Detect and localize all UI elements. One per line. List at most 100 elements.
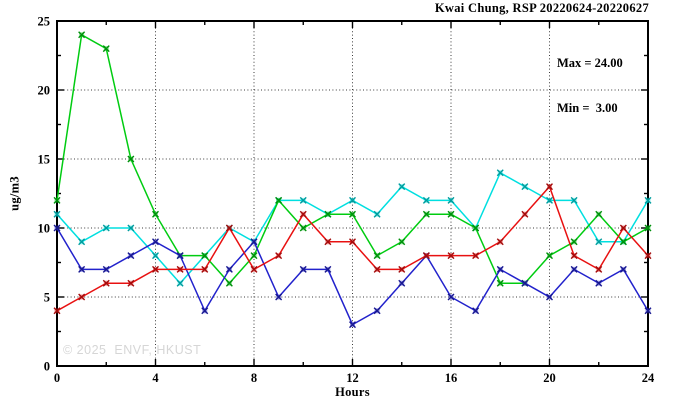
- red-line-marker-x: [250, 265, 258, 273]
- x-tick-label: 20: [543, 371, 556, 385]
- red-line-marker-x: [546, 183, 553, 191]
- green-line-marker-x: [152, 210, 159, 218]
- red-line-marker-x: [521, 210, 529, 218]
- y-tick-label: 15: [38, 153, 51, 167]
- x-tick-label: 12: [346, 371, 359, 385]
- green-line-marker-x: [53, 196, 61, 204]
- green-line-marker-x: [447, 210, 455, 218]
- red-line-marker-x: [201, 265, 209, 273]
- red-line-marker-x: [496, 238, 504, 246]
- red-line-marker-x: [225, 224, 233, 232]
- blue-line-marker-x: [152, 238, 159, 246]
- x-tick-label: 8: [251, 371, 257, 385]
- y-tick-label: 10: [38, 222, 51, 236]
- blue-line-marker-x: [570, 265, 578, 273]
- cyan-line-marker-x: [546, 196, 553, 204]
- red-line-marker-x: [422, 252, 430, 260]
- blue-line-marker-x: [127, 252, 135, 260]
- blue-line-marker-x: [299, 265, 307, 273]
- green-line-marker-x: [472, 224, 480, 232]
- red-line-marker-x: [595, 265, 603, 273]
- cyan-line-marker-x: [102, 224, 110, 232]
- green-line-marker-x: [496, 279, 504, 287]
- blue-line-marker-x: [398, 279, 406, 287]
- red-line-marker-x: [275, 252, 283, 260]
- green-line-marker-x: [373, 252, 381, 260]
- cyan-line-marker-x: [78, 238, 86, 246]
- red-line-marker-x: [398, 265, 406, 273]
- blue-line-marker-x: [644, 307, 652, 315]
- red-line-marker-x: [102, 279, 110, 287]
- cyan-line-marker-x: [152, 252, 159, 260]
- cyan-line-marker-x: [349, 196, 356, 204]
- blue-line-marker-x: [447, 293, 455, 301]
- blue-line-marker-x: [250, 238, 258, 246]
- cyan-line-marker-x: [53, 210, 61, 218]
- cyan-line-marker-x: [521, 183, 529, 191]
- y-tick-label: 25: [38, 15, 51, 29]
- blue-line-marker-x: [619, 265, 627, 273]
- green-line-marker-x: [398, 238, 406, 246]
- green-line-marker-x: [225, 279, 233, 287]
- x-axis-label: Hours: [335, 385, 370, 399]
- y-axis-label: ug/m3: [7, 176, 22, 211]
- blue-line-marker-x: [176, 252, 184, 260]
- cyan-line-marker-x: [127, 224, 135, 232]
- green-line-marker-x: [570, 238, 578, 246]
- blue-line-marker-x: [595, 279, 603, 287]
- red-line-marker-x: [299, 210, 307, 218]
- min-value-label: Min = 3.00: [557, 101, 618, 115]
- green-line-marker-x: [127, 155, 135, 163]
- x-tick-label: 24: [642, 371, 655, 385]
- green-line-marker-x: [250, 252, 258, 260]
- red-line-marker-x: [127, 279, 135, 287]
- red-line-marker-x: [324, 238, 332, 246]
- green-line-marker-x: [644, 224, 652, 232]
- green-line-marker-x: [422, 210, 430, 218]
- red-line-marker-x: [53, 307, 61, 315]
- x-tick-label: 0: [54, 371, 60, 385]
- red-line-marker-x: [349, 238, 356, 246]
- red-line-marker-x: [152, 265, 159, 273]
- red-line-marker-x: [644, 252, 652, 260]
- blue-line-marker-x: [78, 265, 86, 273]
- blue-line-marker-x: [521, 279, 529, 287]
- red-line-marker-x: [373, 265, 381, 273]
- stats-box: Max = 24.00 Min = 3.00: [557, 26, 623, 146]
- red-line-marker-x: [570, 252, 578, 260]
- blue-line-marker-x: [472, 307, 480, 315]
- green-line-marker-x: [201, 252, 209, 260]
- blue-line-marker-x: [546, 293, 553, 301]
- blue-line-marker-x: [201, 307, 209, 315]
- watermark: © 2025 ENVF, HKUST: [63, 343, 202, 357]
- blue-line-marker-x: [349, 321, 356, 329]
- cyan-line-marker-x: [644, 196, 652, 204]
- green-line-marker-x: [78, 31, 86, 39]
- green-line-marker-x: [546, 252, 553, 260]
- max-value-label: Max = 24.00: [557, 56, 623, 70]
- red-line-marker-x: [176, 265, 184, 273]
- x-tick-label: 16: [445, 371, 458, 385]
- blue-line-marker-x: [373, 307, 381, 315]
- cyan-line-marker-x: [373, 210, 381, 218]
- blue-line-marker-x: [102, 265, 110, 273]
- y-tick-label: 0: [44, 360, 50, 374]
- cyan-line-marker-x: [176, 279, 184, 287]
- green-line-marker-x: [619, 238, 627, 246]
- green-line-marker-x: [324, 210, 332, 218]
- blue-line-marker-x: [225, 265, 233, 273]
- x-tick-label: 4: [152, 371, 159, 385]
- cyan-line-marker-x: [422, 196, 430, 204]
- cyan-line-marker-x: [570, 196, 578, 204]
- cyan-line-marker-x: [299, 196, 307, 204]
- chart-title: Kwai Chung, RSP 20220624-20220627: [434, 1, 649, 15]
- red-line-marker-x: [78, 293, 86, 301]
- y-tick-label: 5: [44, 291, 50, 305]
- green-line-marker-x: [275, 196, 283, 204]
- green-line-marker-x: [299, 224, 307, 232]
- green-line-marker-x: [102, 45, 110, 53]
- blue-line-marker-x: [53, 224, 61, 232]
- cyan-line-marker-x: [595, 238, 603, 246]
